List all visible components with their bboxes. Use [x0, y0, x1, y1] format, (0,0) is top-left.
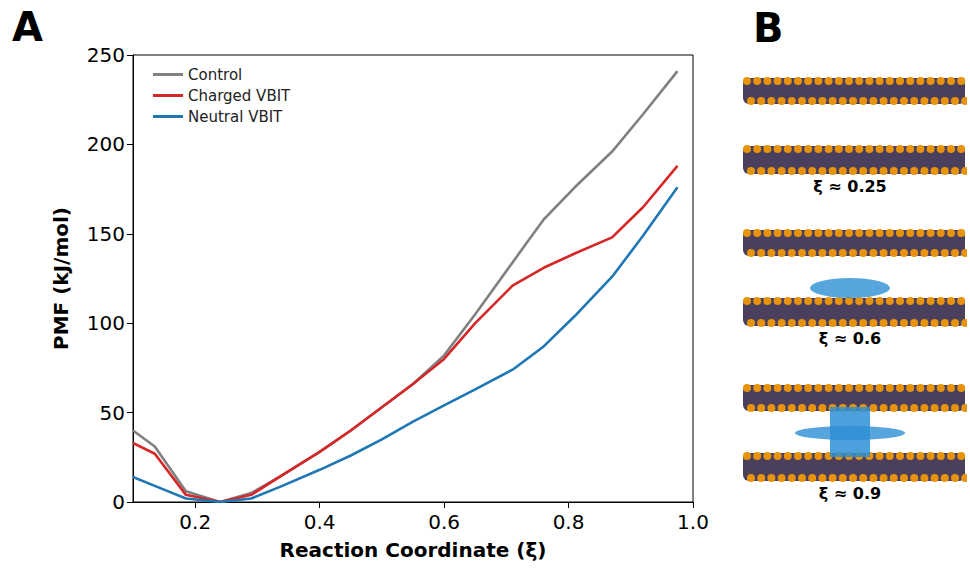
svg-text:150: 150: [87, 222, 125, 246]
svg-text:ξ ≈ 0.9: ξ ≈ 0.9: [819, 484, 881, 503]
svg-text:ξ ≈ 0.6: ξ ≈ 0.6: [819, 329, 881, 348]
svg-text:0.8: 0.8: [553, 510, 585, 534]
svg-text:Neutral VBIT: Neutral VBIT: [188, 108, 283, 126]
svg-text:Charged VBIT: Charged VBIT: [188, 87, 291, 105]
svg-text:B: B: [753, 5, 784, 51]
svg-text:Control: Control: [188, 66, 242, 84]
svg-text:250: 250: [87, 43, 125, 67]
svg-text:ξ ≈ 0.25: ξ ≈ 0.25: [813, 177, 886, 196]
svg-text:200: 200: [87, 132, 125, 156]
svg-text:PMF (kJ/mol): PMF (kJ/mol): [49, 207, 73, 350]
html-text:A: A: [12, 4, 43, 50]
svg-text:50: 50: [100, 401, 125, 425]
svg-text:100: 100: [87, 311, 125, 335]
svg-text:Reaction Coordinate (ξ): Reaction Coordinate (ξ): [280, 538, 547, 562]
svg-text:0.2: 0.2: [179, 510, 211, 534]
svg-text:0.6: 0.6: [428, 510, 460, 534]
svg-text:1.0: 1.0: [677, 510, 709, 534]
svg-text:0.4: 0.4: [304, 510, 336, 534]
svg-text:0: 0: [112, 490, 125, 514]
